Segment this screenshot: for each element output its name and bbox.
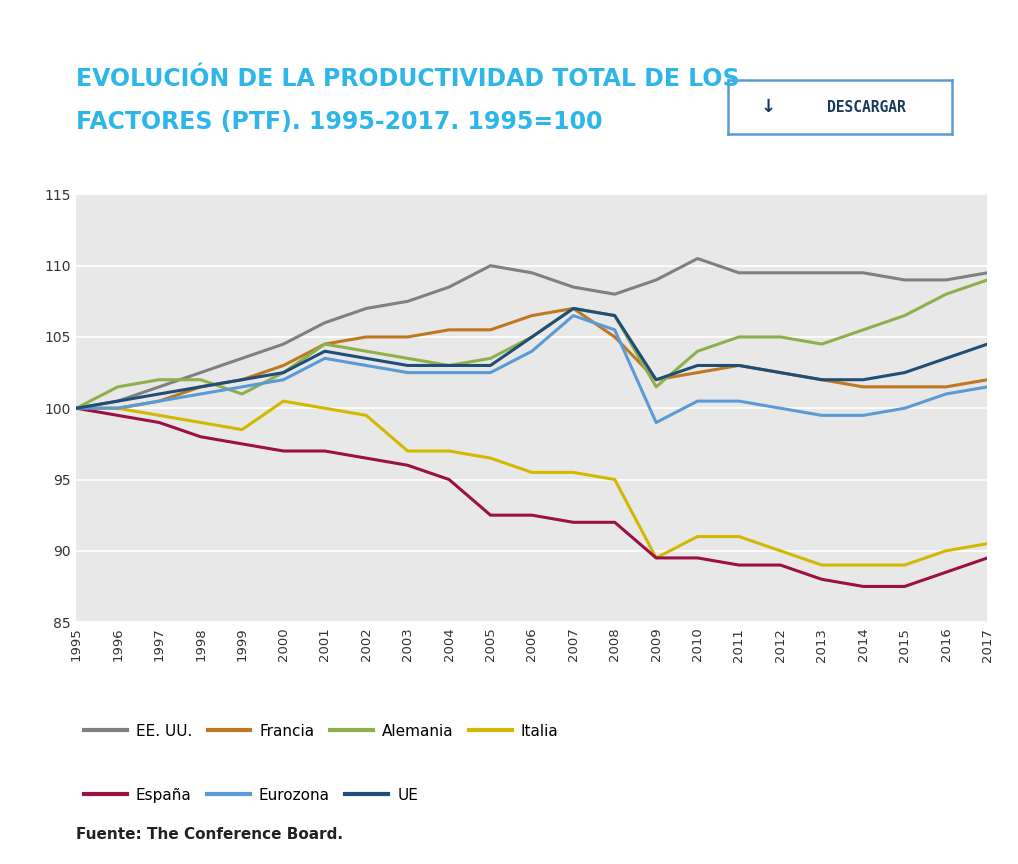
Text: DESCARGAR: DESCARGAR bbox=[828, 99, 906, 115]
Text: Fuente: The Conference Board.: Fuente: The Conference Board. bbox=[76, 828, 343, 842]
Text: FACTORES (PTF). 1995-2017. 1995=100: FACTORES (PTF). 1995-2017. 1995=100 bbox=[76, 110, 603, 134]
Text: EVOLUCIÓN DE LA PRODUCTIVIDAD TOTAL DE LOS: EVOLUCIÓN DE LA PRODUCTIVIDAD TOTAL DE L… bbox=[76, 67, 740, 91]
Legend: España, Eurozona, UE: España, Eurozona, UE bbox=[84, 788, 418, 803]
Text: ↓: ↓ bbox=[760, 98, 776, 116]
